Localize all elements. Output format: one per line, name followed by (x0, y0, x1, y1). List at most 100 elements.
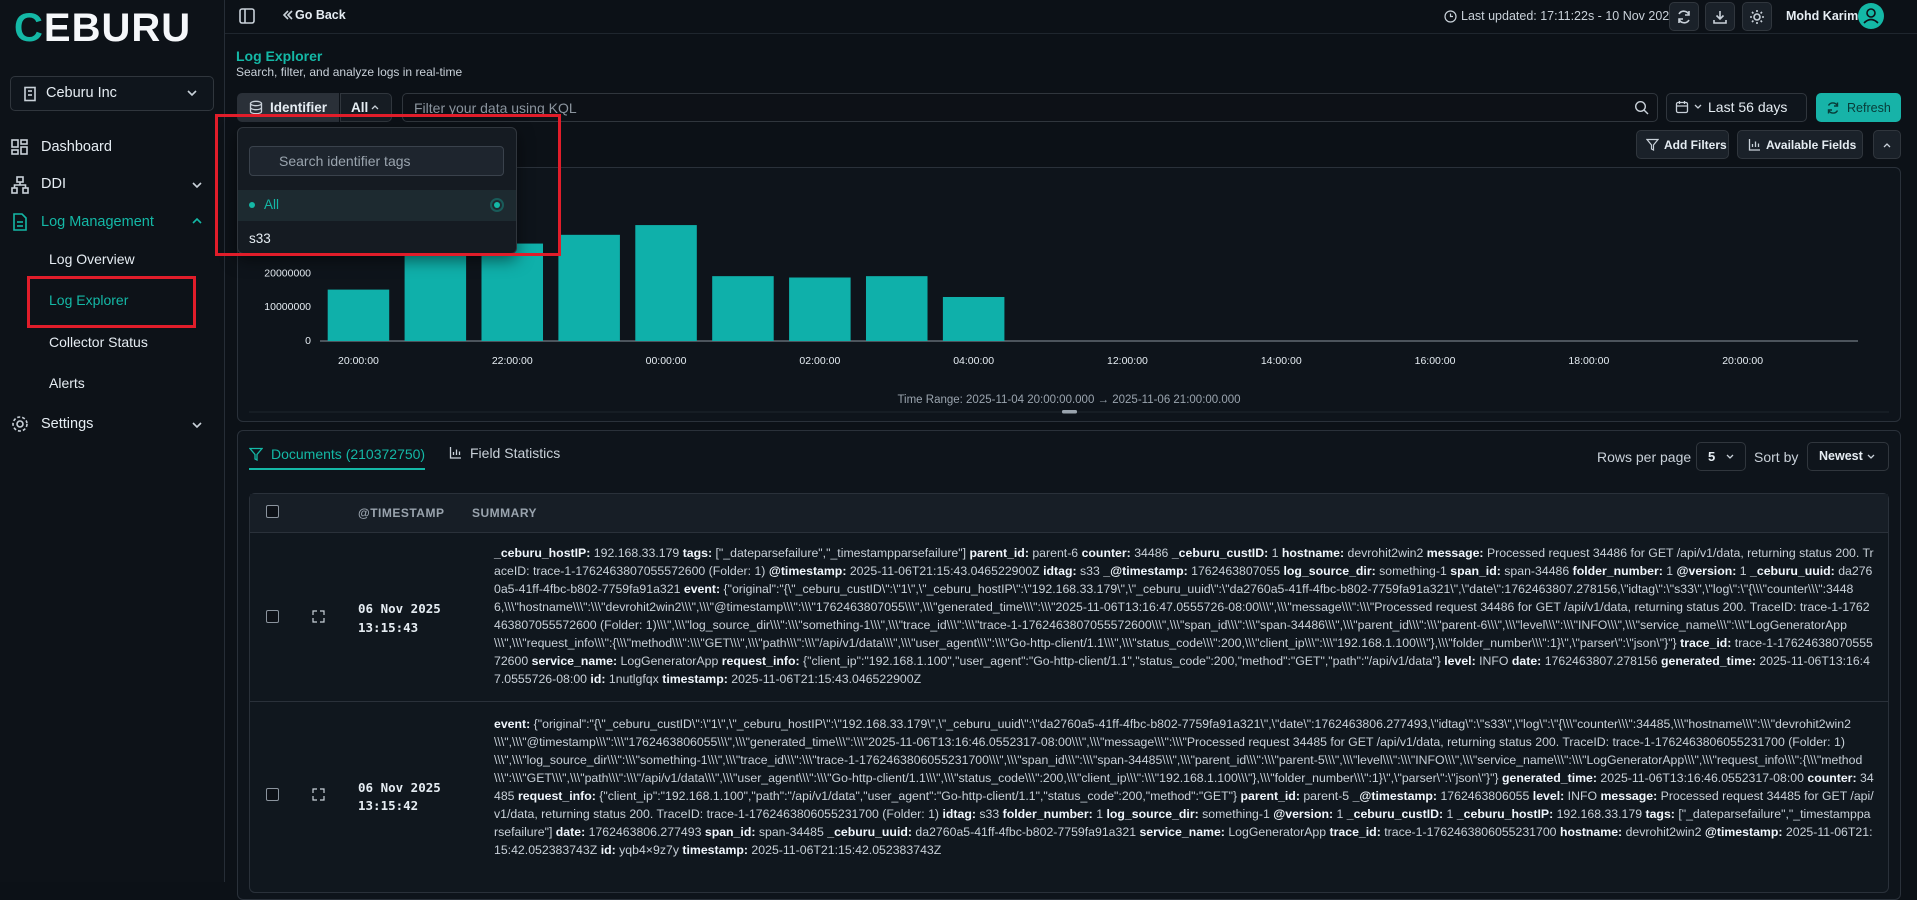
field-value: 2025-11-06T21:15:43.046522900Z (849, 564, 1040, 578)
documents-tab[interactable]: Documents (210372750) (271, 446, 426, 462)
nav-subitem[interactable]: Alerts (49, 375, 85, 391)
field-value: 1 (1096, 807, 1104, 821)
nav-item[interactable]: Settings (41, 416, 94, 432)
field-key: message: (1600, 789, 1658, 803)
expand-icon[interactable] (312, 610, 325, 623)
field-value: 1 (1446, 807, 1454, 821)
sidebar-toggle[interactable] (238, 7, 256, 25)
field-value: trace-1-1762463807055572600 (494, 636, 1873, 668)
go-back[interactable]: Go Back (295, 8, 346, 22)
field-value: 192.168.33.179 (593, 546, 680, 560)
row-time: 13:15:43 (358, 620, 419, 635)
checkbox[interactable] (266, 610, 279, 623)
settings-icon (12, 416, 28, 432)
x-tick-label: 20:00:00 (1722, 355, 1763, 367)
identifier-button[interactable] (237, 93, 339, 122)
nav-subitem[interactable]: Log Overview (49, 251, 135, 267)
tag-search-placeholder: Search identifier tags (279, 153, 411, 169)
field-key: span_id: (704, 825, 756, 839)
field-value: INFO (1479, 654, 1509, 668)
field-value: span-34486 (1504, 564, 1570, 578)
identifier-label: Identifier (270, 100, 328, 115)
x-tick-label: 22:00:00 (492, 355, 533, 367)
highlight-box (215, 114, 561, 256)
field-key: tags: (1645, 807, 1675, 821)
sort-select[interactable] (1807, 442, 1889, 471)
row-separator (250, 701, 1888, 702)
field-value: 1762463807055 (1191, 564, 1281, 578)
date-range: Last 56 days (1708, 99, 1788, 115)
ddi-icon (11, 176, 29, 194)
chevron (1867, 454, 1875, 459)
field-key: @timestamp: (768, 564, 847, 578)
clock-icon (1444, 10, 1457, 23)
nav-subitem[interactable]: Log Explorer (49, 292, 129, 308)
field-value: 192.168.33.179 (1556, 807, 1643, 821)
chart: Time Range: 2025-11-04 20:00:00.000 → 20… (249, 225, 1889, 414)
x-tick-label: 18:00:00 (1568, 355, 1609, 367)
checkbox[interactable] (266, 505, 279, 518)
nav-item[interactable]: Log Management (41, 214, 154, 230)
add-filters-label: Add Filters (1664, 138, 1727, 152)
org-icon (24, 86, 36, 102)
field-key: hostname: (1559, 825, 1623, 839)
field-key: date: (555, 825, 586, 839)
chevron (1694, 104, 1702, 109)
db-icon (249, 100, 263, 115)
field-key: _ceburu_hostIP: (1456, 807, 1554, 821)
field-key: level: (1444, 654, 1476, 668)
topbar-border (225, 33, 1917, 34)
option-selected[interactable] (238, 190, 516, 221)
table (249, 493, 1889, 893)
nav-subitem[interactable]: Collector Status (49, 334, 148, 350)
avatar[interactable] (1857, 2, 1885, 30)
row-summary: event: {"original":"{\"_ceburu_custID\":… (494, 715, 1874, 859)
checkbox[interactable] (266, 788, 279, 801)
chevron (192, 217, 202, 224)
kql-input[interactable] (402, 93, 1658, 122)
tag-search-input[interactable] (249, 146, 504, 176)
field-value: 34485 (494, 771, 1874, 803)
sort-value: Newest (1819, 449, 1863, 463)
date-range-select[interactable] (1666, 93, 1807, 122)
time-range: Time Range: 2025-11-04 20:00:00.000 → 20… (897, 394, 1240, 406)
field-key: idtag: (942, 807, 976, 821)
row-summary: _ceburu_hostIP: 192.168.33.179 tags: ["_… (494, 544, 1874, 688)
field-key: id: (600, 843, 616, 857)
field-value: s33 (979, 807, 1000, 821)
nav-item[interactable]: Dashboard (41, 139, 112, 155)
sun-icon (1750, 10, 1764, 24)
reload-button[interactable] (1669, 2, 1699, 31)
page-title: Log Explorer (236, 48, 323, 64)
calendar-icon (1675, 101, 1689, 114)
field-value: ["_dateparsefailure","_timestampparsefai… (494, 807, 1871, 839)
field-value: 2025-11-06T13:16:46.0552317-08:00 (1600, 771, 1804, 785)
rows-per-page-label: Rows per page (1597, 449, 1692, 465)
refresh-button[interactable] (1816, 93, 1901, 122)
rows-per-page-select[interactable] (1696, 442, 1746, 471)
field-key: _@timestamp: (1103, 564, 1188, 578)
option[interactable]: s33 (249, 231, 271, 246)
org-select[interactable] (10, 76, 214, 111)
field-key: hostname: (1281, 546, 1345, 560)
reload-icon (1678, 10, 1690, 24)
chevron (187, 90, 197, 97)
bar (712, 276, 774, 341)
field-value: parent-5 (1303, 789, 1350, 803)
field-value: 1762463806.277493 (588, 825, 702, 839)
available-fields-label: Available Fields (1766, 138, 1857, 152)
field-key: _ceburu_uuid: (827, 825, 912, 839)
option[interactable]: All (264, 197, 280, 212)
identifier-select[interactable] (340, 93, 392, 122)
field-value: {"client_ip":"192.168.1.100","path":"/ap… (599, 789, 1238, 803)
nav-item[interactable]: DDI (41, 176, 66, 192)
field-value: 1762463807.278156 (1544, 654, 1658, 668)
expand-icon[interactable] (312, 788, 325, 801)
field-key: counter: (1081, 546, 1131, 560)
field-key: date: (1511, 654, 1542, 668)
scroll-handle[interactable] (1062, 410, 1077, 414)
theme-button[interactable] (1742, 2, 1772, 31)
field-statistics-tab[interactable]: Field Statistics (470, 445, 561, 461)
chevron (192, 182, 202, 189)
